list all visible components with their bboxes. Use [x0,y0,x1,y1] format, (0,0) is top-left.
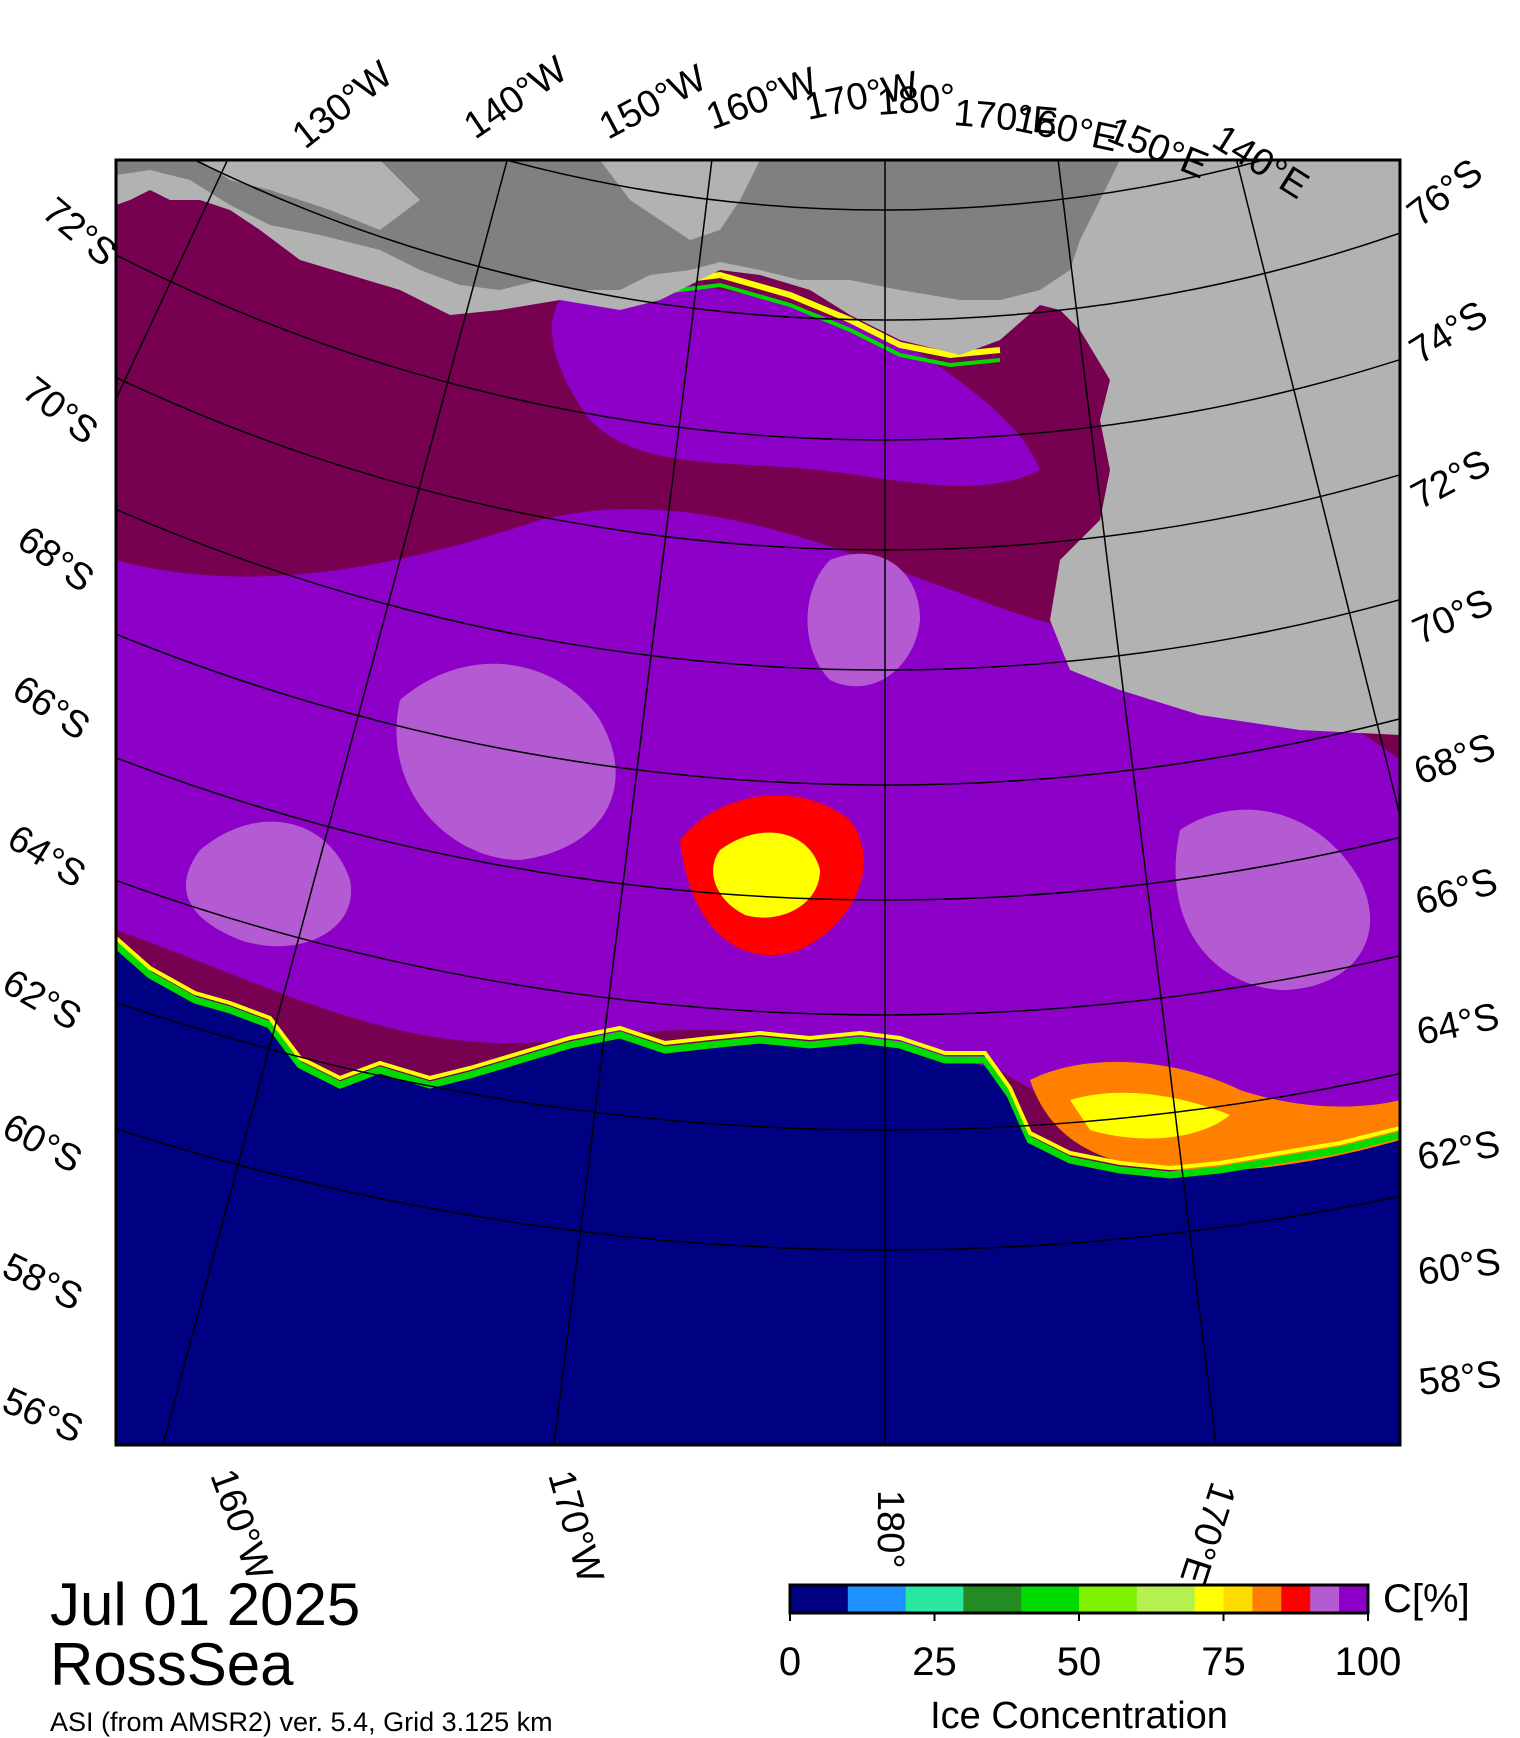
lon-label-bottom-1: 170°W [539,1466,611,1588]
lat-label-right-4: 68°S [1409,726,1501,794]
lat-label-left-5: 62°S [0,961,88,1039]
meridian-line-4 [162,160,508,1445]
lat-label-left-8: 56°S [0,1380,89,1452]
lon-label-bottom-3: 170°E [1171,1477,1243,1589]
colorbar-tick-label-1: 25 [912,1640,957,1684]
colorbar-bin-5 [1079,1585,1138,1613]
lon-label-top-6: 170°E [952,92,1059,143]
lon-label-top-5: 180° [876,77,957,124]
antarctic-land [116,160,1400,735]
lat-label-right-3: 70°S [1407,581,1500,653]
colorbar-bin-8 [1223,1585,1253,1613]
map-date: Jul 01 2025 [50,1571,361,1638]
lon-label-top-0: 130°W [285,53,401,157]
coastal-polynya-fringe-green [639,282,1001,368]
lat-label-right-8: 60°S [1415,1241,1503,1294]
meridian-line-5 [553,160,713,1445]
ice-patch-low-center-core [713,832,820,918]
lat-label-right-6: 64°S [1413,996,1503,1054]
lat-label-right-7: 62°S [1414,1123,1503,1179]
colorbar-bin-0 [790,1585,849,1613]
lon-label-bottom-0: 160°W [202,1464,281,1586]
lon-label-top-7: 160°E [1011,98,1121,161]
colorbar-bins [790,1585,1369,1613]
lat-label-right-0: 76°S [1400,151,1491,235]
colorbar-ticks: 0 25 50 75 100 [779,1613,1402,1684]
lat-label-left-1: 70°S [14,369,105,453]
lon-label-bottom-2: 180° [869,1490,911,1569]
lat-label-right-5: 66°S [1411,860,1502,923]
colorbar: 0 25 50 75 100 C[%] Ice Concentration [779,1577,1470,1737]
map-frame [114,158,1402,1447]
colorbar-tick-label-3: 75 [1201,1640,1246,1684]
lon-label-top-1: 140°W [457,49,575,148]
lat-label-left-0: 72°S [34,190,124,275]
lat-label-left-7: 58°S [0,1245,89,1319]
lat-label-left-3: 66°S [5,668,97,749]
colorbar-bin-2 [905,1585,964,1613]
ice-patch-mid-d [807,553,920,687]
ice-patch-mid-a [396,663,616,860]
colorbar-tick-label-4: 100 [1335,1640,1402,1684]
colorbar-bin-4 [1021,1585,1080,1613]
colorbar-bin-11 [1310,1585,1340,1613]
colorbar-bin-3 [963,1585,1022,1613]
colorbar-bin-10 [1281,1585,1311,1613]
colorbar-bin-1 [847,1585,907,1613]
data-source-note: ASI (from AMSR2) ver. 5.4, Grid 3.125 km [50,1707,553,1737]
ice-band-northeast [551,283,1040,486]
ice-patch-mid-b [185,821,352,947]
lat-label-left-2: 68°S [10,518,102,601]
colorbar-tick-label-2: 50 [1057,1640,1102,1684]
lat-label-right-2: 72°S [1405,442,1498,518]
ice-edge-margin-inner [116,936,1400,1171]
meridian-line-8 [1235,160,1400,819]
colorbar-title: Ice Concentration [930,1695,1228,1737]
lat-label-left-6: 60°S [0,1106,89,1182]
colorbar-unit: C[%] [1383,1577,1470,1621]
lat-label-left-4: 64°S [0,817,92,897]
colorbar-bin-9 [1252,1585,1282,1613]
colorbar-bin-12 [1339,1585,1369,1613]
ice-edge-margin [116,942,1400,1179]
lon-label-top-2: 150°W [593,57,714,148]
meridian-line-7 [1057,160,1217,1445]
lat-label-right-1: 74°S [1403,293,1495,373]
colorbar-bin-6 [1136,1585,1196,1613]
ice-shelf-light-patch [600,160,760,240]
colorbar-tick-label-0: 0 [779,1640,801,1684]
map-region: RossSea [50,1631,294,1698]
lat-label-right-9: 58°S [1417,1354,1504,1404]
ice-shelf-light-patch-2 [200,160,420,230]
colorbar-bin-7 [1194,1585,1224,1613]
